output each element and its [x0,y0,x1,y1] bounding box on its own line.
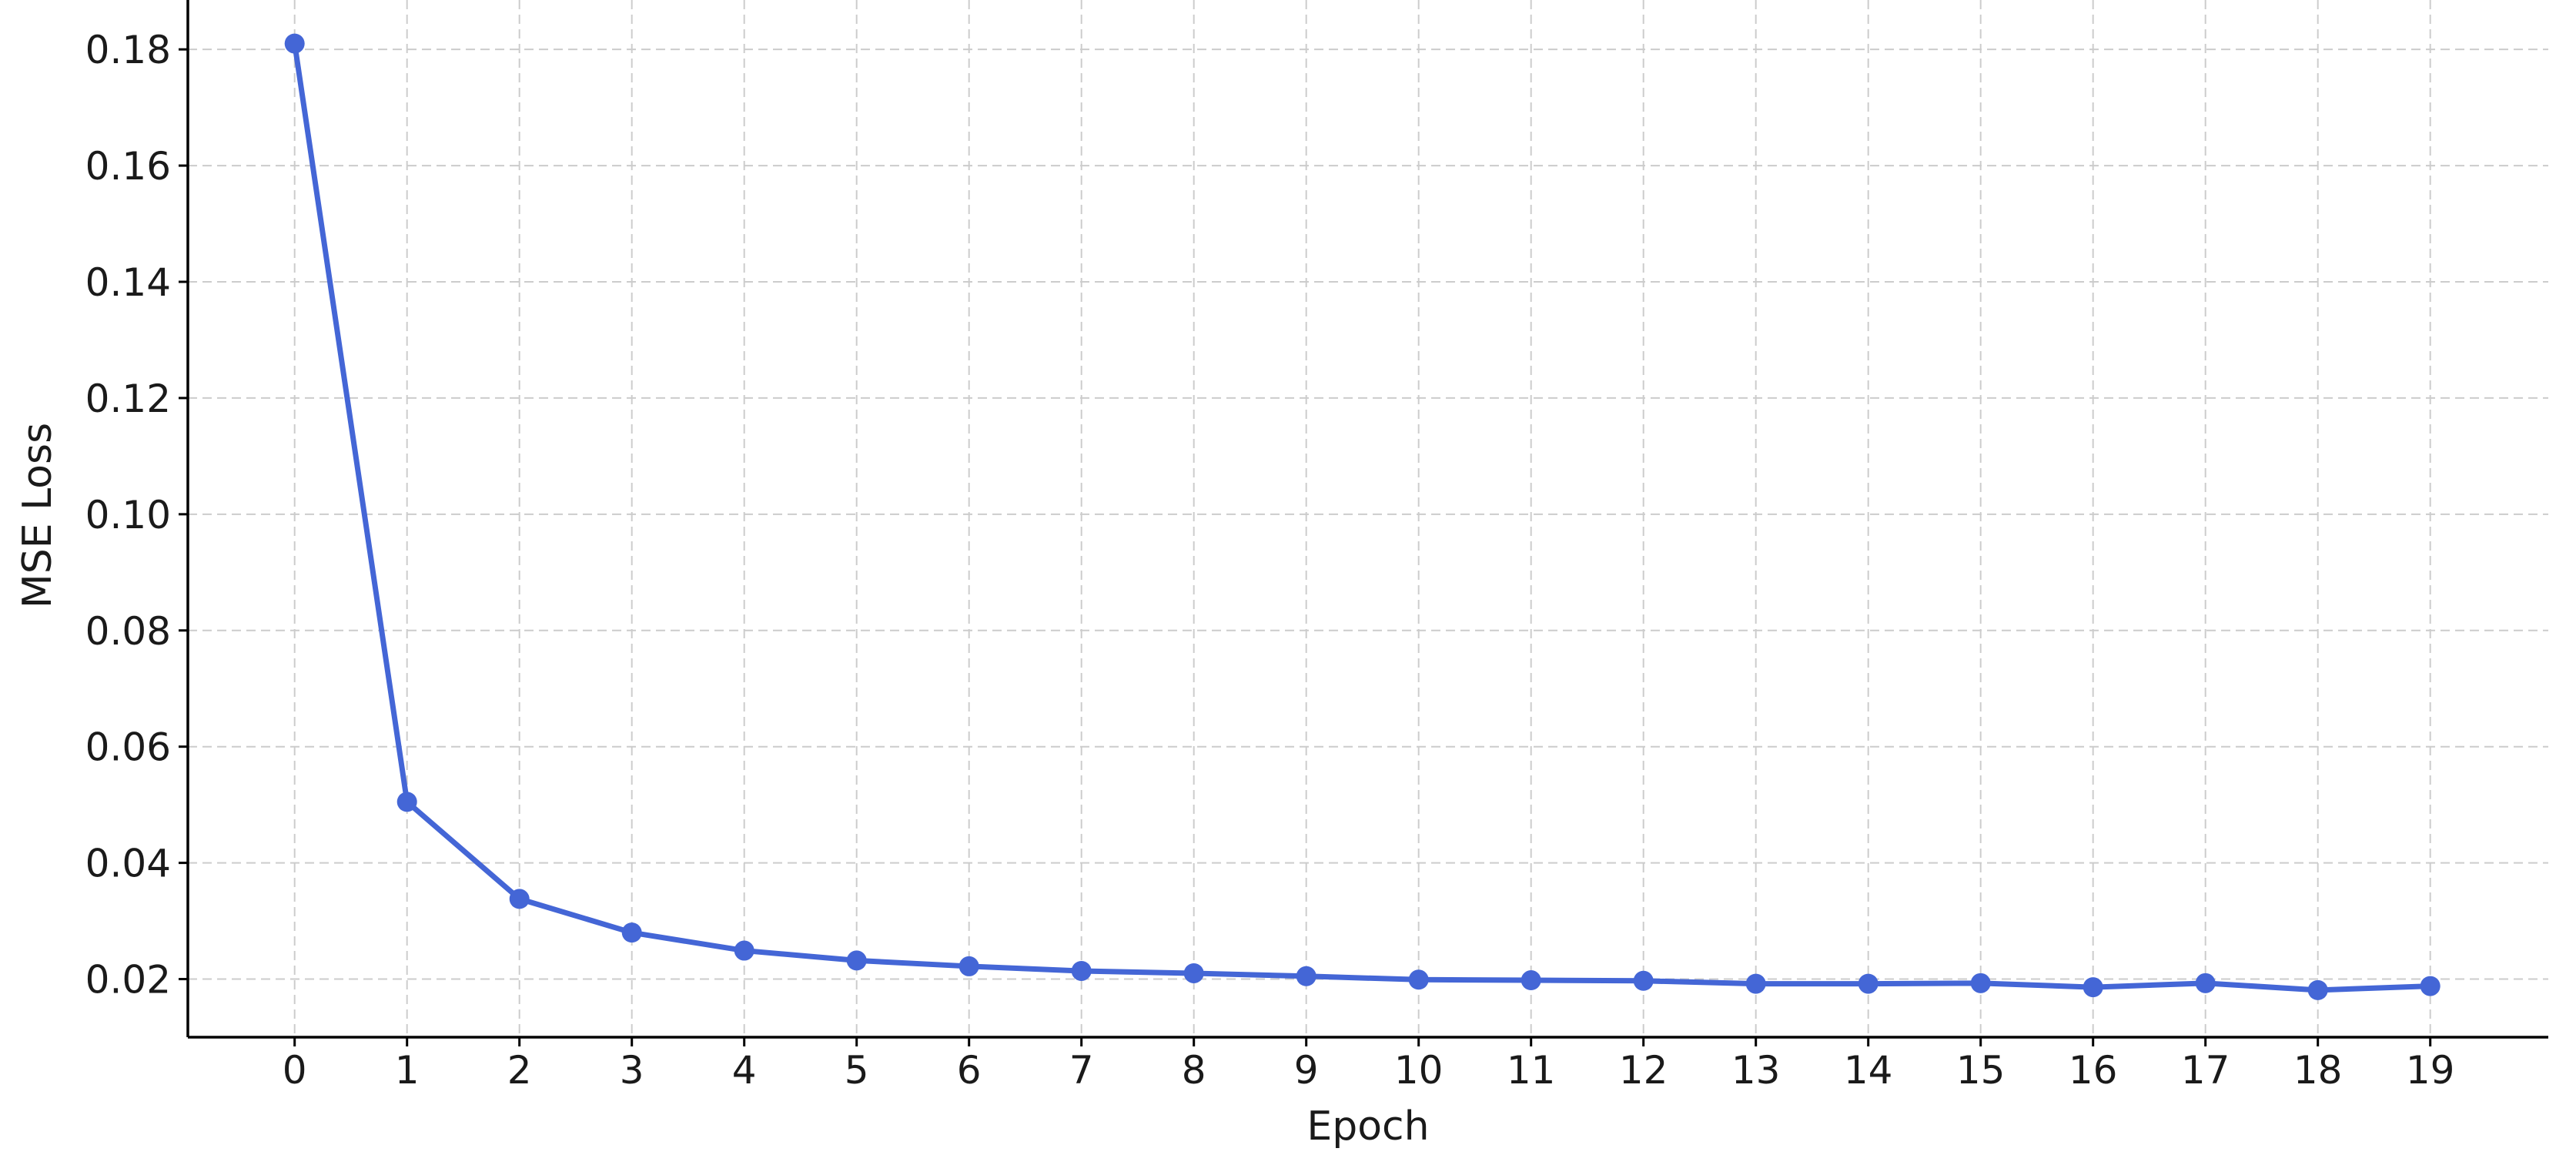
data-point [1745,973,1766,994]
y-tick-label: 0.10 [85,493,171,537]
data-point [509,889,530,909]
x-tick-label: 8 [1182,1048,1206,1093]
x-tick-label: 15 [1956,1048,2006,1093]
data-point [2307,979,2328,1000]
x-tick-label: 0 [283,1048,307,1093]
data-point [621,922,642,943]
y-axis-title: MSE Loss [15,423,61,608]
x-tick-label: 4 [732,1048,757,1093]
data-point [734,940,754,961]
x-tick-label: 2 [507,1048,532,1093]
data-point [1521,970,1541,991]
y-tick-label: 0.14 [85,260,171,305]
x-tick-label: 1 [395,1048,420,1093]
x-tick-label: 7 [1069,1048,1094,1093]
data-point [958,956,979,976]
ticks: 0 1 2 3 4 5 6 7 8 9 10 11 12 13 14 15 16 17 18 190.020.040.… [85,28,2455,1093]
x-tick-label: 13 [1731,1048,1781,1093]
data-point [1183,962,1204,983]
data-point [2420,976,2441,996]
data-point [1970,973,1991,993]
x-tick-label: 12 [1619,1048,1668,1093]
loss-line [292,41,2434,993]
data-point [1296,966,1316,986]
x-tick-label: 17 [2181,1048,2230,1093]
x-tick-label: 5 [845,1048,869,1093]
data-point [284,33,305,54]
x-tick-label: 19 [2406,1048,2455,1093]
data-point [1408,969,1429,990]
y-tick-label: 0.08 [85,609,171,654]
x-tick-label: 14 [1844,1048,1893,1093]
x-tick-label: 16 [2069,1048,2118,1093]
x-tick-label: 3 [620,1048,644,1093]
data-point [1633,970,1654,991]
y-tick-label: 0.02 [85,958,171,1003]
axes [186,0,2548,1039]
x-tick-label: 6 [957,1048,982,1093]
data-point [2195,973,2216,993]
data-point [2083,977,2103,998]
x-tick-label: 9 [1294,1048,1319,1093]
y-tick-label: 0.06 [85,725,171,770]
data-point [1071,960,1092,981]
y-tick-label: 0.18 [85,28,171,72]
data-point [1858,973,1878,994]
x-axis-title: Epoch [1306,1103,1429,1150]
x-tick-label: 18 [2293,1048,2343,1093]
grid [188,0,2548,1037]
x-tick-label: 11 [1507,1048,1556,1093]
y-tick-label: 0.16 [85,144,171,189]
data-point [396,792,417,812]
data-point [846,950,867,971]
series [284,33,2441,1000]
x-tick-label: 10 [1394,1048,1444,1093]
y-tick-label: 0.12 [85,377,171,421]
y-tick-label: 0.04 [85,842,171,886]
